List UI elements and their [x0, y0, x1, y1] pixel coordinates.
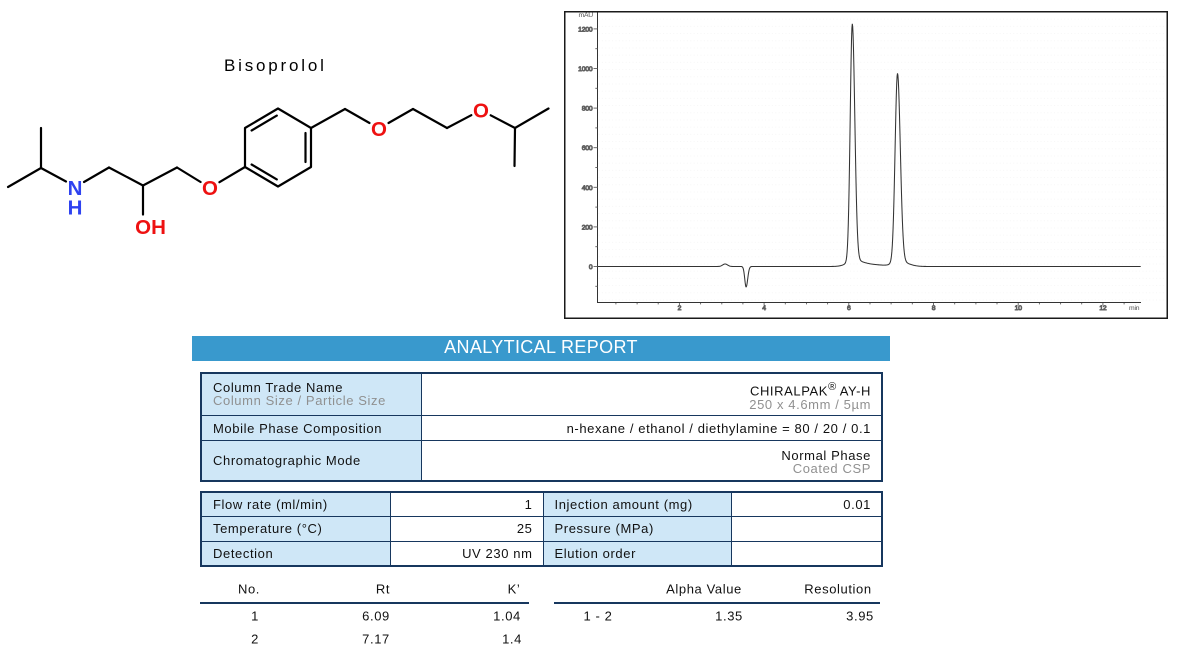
svg-text:mAU: mAU [578, 12, 593, 19]
svg-text:12: 12 [1099, 305, 1107, 312]
svg-text:O: O [202, 177, 218, 200]
svg-text:0: 0 [589, 264, 593, 271]
svg-text:1000: 1000 [578, 66, 593, 73]
svg-text:8: 8 [932, 305, 936, 312]
svg-text:10: 10 [1015, 305, 1023, 312]
svg-text:200: 200 [582, 224, 593, 231]
svg-text:600: 600 [582, 145, 593, 152]
svg-text:OH: OH [135, 216, 166, 239]
svg-text:H: H [68, 196, 83, 219]
svg-text:1200: 1200 [578, 26, 593, 33]
svg-text:2: 2 [678, 305, 682, 312]
svg-text:6: 6 [847, 305, 851, 312]
svg-text:O: O [473, 100, 489, 123]
svg-text:O: O [371, 118, 387, 141]
svg-text:N: N [68, 177, 83, 200]
svg-text:4: 4 [762, 305, 766, 312]
svg-text:800: 800 [582, 106, 593, 113]
svg-text:min: min [1129, 305, 1140, 312]
svg-text:400: 400 [582, 185, 593, 192]
